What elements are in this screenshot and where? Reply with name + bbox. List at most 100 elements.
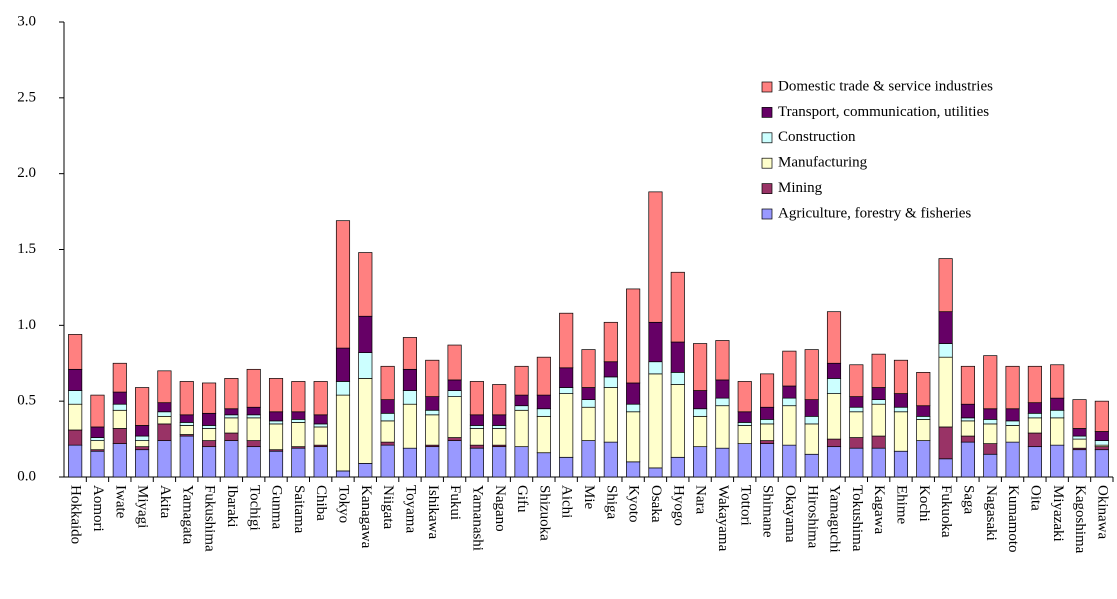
- bar-segment: [693, 446, 708, 478]
- bar-segment: [670, 384, 685, 458]
- bar-segment: [603, 387, 618, 443]
- bar-segment: [380, 420, 395, 443]
- bar-segment: [1005, 365, 1020, 410]
- bar-segment: [179, 435, 194, 478]
- bar-segment: [760, 373, 775, 408]
- bar-segment: [983, 423, 998, 444]
- bar-segment: [335, 347, 351, 382]
- bar-segment: [514, 365, 529, 396]
- bar-segment: [1027, 417, 1042, 434]
- bar-segment: [514, 394, 529, 407]
- bar-segment: [603, 376, 618, 388]
- bar-segment: [826, 438, 842, 448]
- bar-segment: [559, 387, 574, 394]
- bar-segment: [893, 359, 909, 394]
- bar-segment: [559, 456, 574, 478]
- bar-segment: [603, 361, 618, 378]
- x-tick-label: Iwate: [112, 485, 128, 519]
- legend-label: Manufacturing: [778, 155, 868, 171]
- bar-segment: [760, 423, 775, 441]
- x-tick-label: Aichi: [559, 485, 575, 518]
- bar-segment: [402, 337, 417, 370]
- bar-segment: [826, 378, 842, 394]
- bar-segment: [871, 403, 886, 437]
- bar-segment: [693, 390, 708, 410]
- x-tick-label: Kyoto: [626, 485, 642, 523]
- bar-segment: [581, 399, 596, 408]
- legend-label: Domestic trade & service industries: [778, 78, 993, 94]
- bar-segment: [670, 372, 685, 385]
- bar-segment: [1072, 399, 1087, 429]
- y-tick-label: 1.0: [17, 317, 36, 333]
- x-tick-label: Shimane: [760, 485, 776, 538]
- bar-segment: [648, 191, 663, 323]
- bar-segment: [626, 411, 641, 463]
- bar-segment: [358, 378, 373, 464]
- bar-segment: [112, 362, 127, 393]
- bar-segment: [826, 446, 842, 478]
- bar-segment: [1027, 412, 1042, 419]
- bar-segment: [157, 411, 172, 417]
- bar-segment: [737, 443, 752, 478]
- bar-segment: [179, 381, 194, 416]
- bar-segment: [916, 372, 931, 407]
- bar-segment: [179, 414, 194, 423]
- bar-segment: [603, 441, 618, 478]
- x-tick-label: Okayama: [782, 485, 798, 543]
- bar-segment: [291, 447, 306, 478]
- bar-segment: [893, 393, 909, 408]
- legend-swatch: [761, 183, 773, 194]
- bar-segment: [291, 419, 306, 423]
- x-tick-label: Ehime: [894, 485, 910, 524]
- bar-segment: [425, 396, 440, 411]
- bar-segment: [938, 343, 953, 358]
- bar-segment: [804, 453, 819, 478]
- bar-segment: [157, 415, 172, 425]
- x-tick-label: Okinawa: [1094, 485, 1110, 539]
- bar-segment: [670, 271, 685, 343]
- bar-segment: [536, 356, 551, 396]
- bar-segment: [670, 456, 685, 478]
- bar-segment: [893, 450, 909, 478]
- x-tick-label: Chiba: [313, 485, 329, 521]
- bar-segment: [1072, 435, 1087, 440]
- bar-segment: [938, 258, 953, 313]
- bar-segment: [782, 444, 797, 478]
- bar-segment: [224, 414, 239, 419]
- bar-segment: [938, 356, 953, 428]
- bar-segment: [760, 443, 775, 478]
- bar-segment: [68, 334, 83, 370]
- bar-segment: [581, 406, 596, 441]
- legend-label: Agriculture, forestry & fisheries: [778, 205, 971, 221]
- bar-segment: [202, 440, 217, 448]
- y-tick-label: 0.0: [17, 468, 36, 484]
- bar-segment: [1094, 446, 1109, 451]
- bar-segment: [983, 419, 998, 425]
- bar-segment: [313, 414, 328, 425]
- bar-segment: [358, 463, 373, 478]
- legend-swatch: [761, 157, 773, 169]
- bar-segment: [492, 414, 507, 426]
- legend-swatch: [761, 107, 773, 118]
- bar-segment: [626, 461, 641, 478]
- bar-segment: [916, 440, 931, 478]
- bar-segment: [291, 381, 306, 413]
- bar-segment: [1072, 438, 1087, 449]
- bar-segment: [224, 417, 239, 434]
- bar-segment: [938, 426, 953, 460]
- bar-segment: [1005, 441, 1020, 478]
- x-tick-label: Nagasaki: [983, 485, 999, 541]
- bar-segment: [202, 446, 217, 478]
- x-tick-label: Nagano: [492, 485, 508, 532]
- bar-segment: [402, 403, 417, 449]
- x-tick-label: Toyama: [403, 485, 419, 533]
- bar-segment: [849, 447, 864, 478]
- bar-segment: [469, 381, 484, 416]
- bar-segment: [960, 441, 975, 478]
- bar-segment: [469, 444, 484, 449]
- bar-segment: [358, 252, 373, 317]
- bar-segment: [268, 411, 284, 422]
- bar-segment: [871, 353, 886, 388]
- bar-segment: [447, 437, 462, 441]
- bar-segment: [447, 396, 462, 438]
